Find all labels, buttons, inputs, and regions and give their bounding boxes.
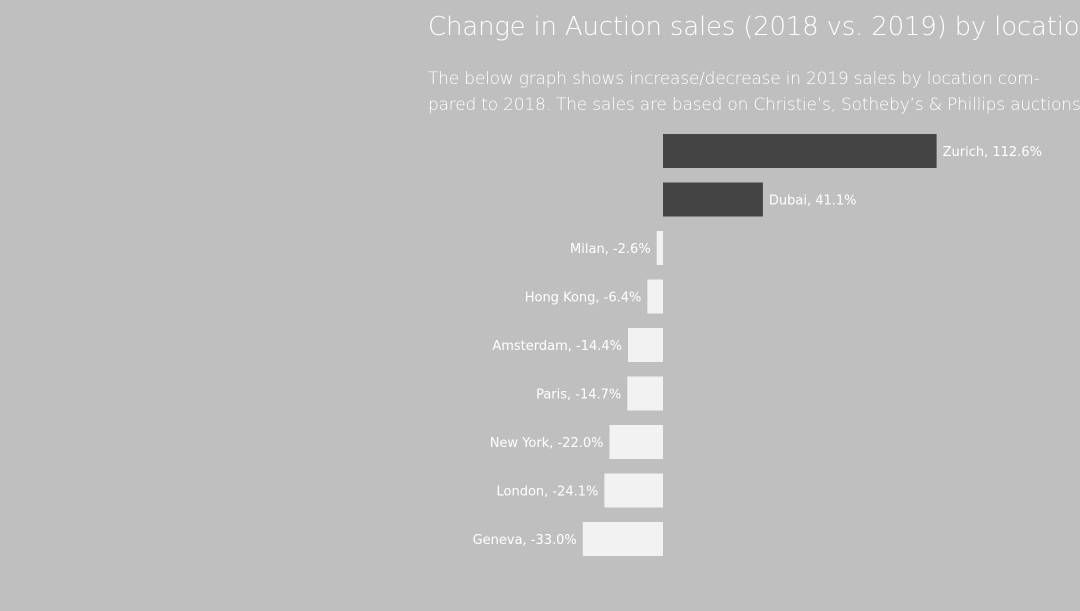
data-label-zurich: Zurich, 112.6%	[943, 145, 1042, 160]
data-label-geneva: Geneva, -33.0%	[473, 533, 577, 548]
bar-amsterdam	[628, 328, 663, 362]
subtitle-line-2: pared to 2018. The sales are based on Ch…	[428, 95, 1080, 115]
data-label-new-york: New York, -22.0%	[490, 436, 604, 451]
bar-milan	[656, 231, 663, 265]
subtitle-line-1: The below graph shows increase/decrease …	[428, 69, 1040, 89]
bar-geneva	[582, 522, 663, 556]
data-label-hong-kong: Hong Kong, -6.4%	[525, 291, 642, 306]
data-label-milan: Milan, -2.6%	[570, 242, 651, 257]
chart-title: Change in Auction sales (2018 vs. 2019) …	[428, 12, 1080, 42]
bar-london	[604, 473, 663, 508]
bar-dubai	[663, 182, 763, 217]
data-label-paris: Paris, -14.7%	[536, 388, 621, 403]
data-label-dubai: Dubai, 41.1%	[769, 194, 857, 209]
data-label-london: London, -24.1%	[496, 485, 598, 500]
bar-paris	[627, 376, 663, 411]
data-label-amsterdam: Amsterdam, -14.4%	[492, 339, 622, 354]
bar-zurich	[663, 134, 937, 168]
chart-subtitle: The below graph shows increase/decrease …	[428, 66, 1080, 118]
bar-new-york	[609, 425, 663, 459]
bar-hong-kong	[647, 279, 663, 314]
